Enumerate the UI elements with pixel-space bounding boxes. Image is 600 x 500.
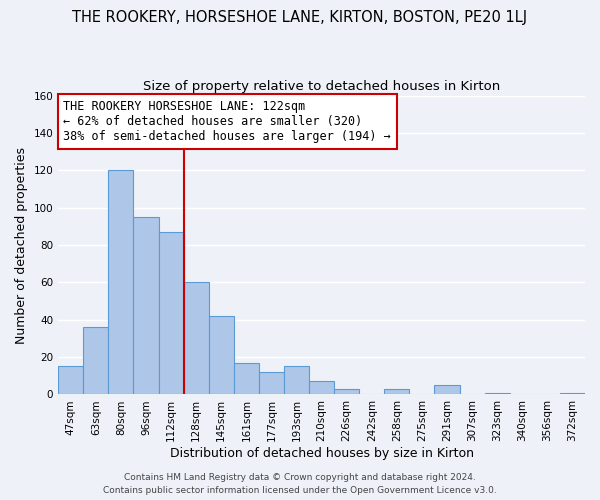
- Bar: [184, 282, 209, 395]
- Bar: [434, 385, 460, 394]
- Text: THE ROOKERY HORSESHOE LANE: 122sqm
← 62% of detached houses are smaller (320)
38: THE ROOKERY HORSESHOE LANE: 122sqm ← 62%…: [64, 100, 391, 143]
- Bar: [158, 232, 184, 394]
- Bar: [485, 392, 510, 394]
- Bar: [385, 389, 409, 394]
- Bar: [58, 366, 83, 394]
- Bar: [109, 170, 133, 394]
- Y-axis label: Number of detached properties: Number of detached properties: [15, 146, 28, 344]
- X-axis label: Distribution of detached houses by size in Kirton: Distribution of detached houses by size …: [170, 447, 473, 460]
- Title: Size of property relative to detached houses in Kirton: Size of property relative to detached ho…: [143, 80, 500, 93]
- Bar: [309, 382, 334, 394]
- Bar: [209, 316, 234, 394]
- Bar: [560, 392, 585, 394]
- Bar: [83, 327, 109, 394]
- Bar: [334, 389, 359, 394]
- Text: THE ROOKERY, HORSESHOE LANE, KIRTON, BOSTON, PE20 1LJ: THE ROOKERY, HORSESHOE LANE, KIRTON, BOS…: [73, 10, 527, 25]
- Bar: [234, 362, 259, 394]
- Bar: [133, 217, 158, 394]
- Bar: [284, 366, 309, 394]
- Text: Contains HM Land Registry data © Crown copyright and database right 2024.
Contai: Contains HM Land Registry data © Crown c…: [103, 474, 497, 495]
- Bar: [259, 372, 284, 394]
